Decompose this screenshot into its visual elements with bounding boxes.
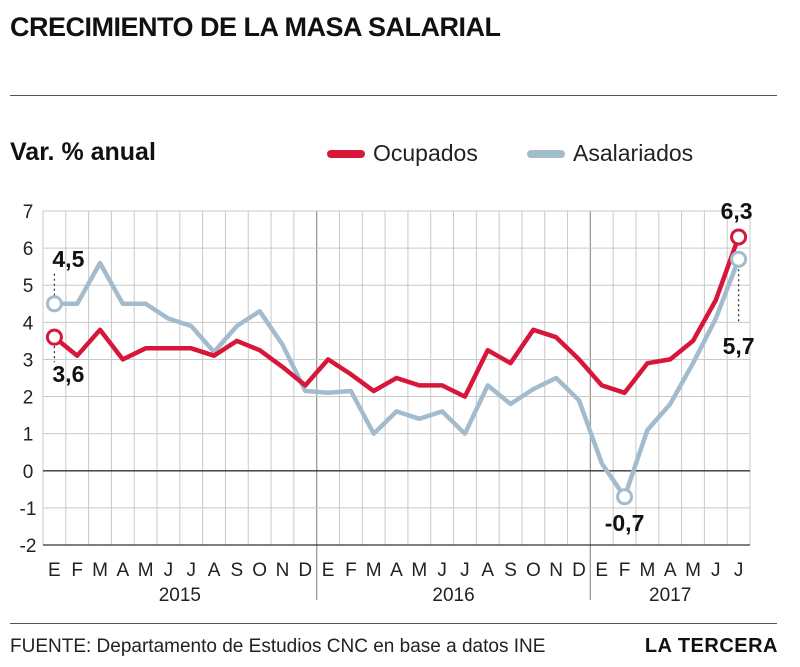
y-tick-label: -2 [20,536,37,557]
data-label: 3,6 [52,361,84,387]
x-tick-label: M [685,560,701,581]
x-tick-label: F [345,560,357,581]
legend-item-ocupados: Ocupados [327,140,478,167]
footer-divider [10,623,777,624]
x-tick-label: N [549,560,563,581]
year-label: 2016 [432,585,474,606]
y-tick-label: 0 [23,462,34,483]
header-divider [10,95,777,96]
x-tick-label: J [437,560,447,581]
data-label: 6,3 [721,198,753,224]
x-tick-label: J [164,560,174,581]
x-tick-label: S [504,560,517,581]
x-tick-label: D [572,560,586,581]
legend-label-asalariados: Asalariados [573,140,694,166]
chart-title: CRECIMIENTO DE LA MASA SALARIAL [10,12,501,42]
x-tick-label: O [252,560,267,581]
legend-swatch-asalariados [527,149,565,158]
data-point-marker [45,328,63,346]
y-tick-label: 6 [23,239,34,260]
x-tick-label: A [208,560,221,581]
x-tick-label: A [116,560,129,581]
year-label: 2015 [159,585,201,606]
y-tick-label: 1 [23,425,34,446]
x-tick-label: J [186,560,196,581]
x-tick-label: J [734,560,744,581]
x-tick-label: N [276,560,290,581]
y-tick-label: 3 [23,350,34,371]
y-tick-label: -1 [20,499,37,520]
legend-swatch-ocupados [327,149,365,158]
x-tick-label: F [619,560,631,581]
x-tick-label: M [138,560,154,581]
x-tick-label: D [298,560,312,581]
data-label: 4,5 [52,246,84,272]
x-tick-label: E [322,560,335,581]
x-tick-label: A [390,560,403,581]
y-tick-label: 5 [23,276,34,297]
y-tick-label: 4 [23,313,34,334]
year-label: 2017 [649,585,691,606]
data-point-marker [616,488,634,506]
x-tick-label: M [639,560,655,581]
x-tick-label: A [664,560,677,581]
legend-item-asalariados: Asalariados [527,140,693,167]
data-label: -0,7 [605,510,645,536]
x-tick-label: F [71,560,83,581]
series-line-ocupados [52,234,741,399]
x-tick-label: M [366,560,382,581]
y-tick-label: 2 [23,388,34,409]
x-tick-label: J [711,560,721,581]
legend-label-ocupados: Ocupados [373,140,478,166]
x-tick-label: E [595,560,608,581]
data-point-marker [45,295,63,313]
y-axis-label: Var. % anual [10,138,156,166]
x-tick-label: A [481,560,494,581]
data-point-marker [730,250,748,268]
x-tick-label: S [231,560,244,581]
x-tick-label: M [411,560,427,581]
data-label: 5,7 [723,333,755,359]
brand-logo-text: LA TERCERA [644,635,778,657]
data-point-marker [730,228,748,246]
y-tick-label: 7 [23,202,34,223]
x-tick-label: J [460,560,470,581]
source-note: FUENTE: Departamento de Estudios CNC en … [10,636,546,657]
x-tick-label: O [526,560,541,581]
x-tick-label: M [92,560,108,581]
x-tick-label: E [48,560,61,581]
